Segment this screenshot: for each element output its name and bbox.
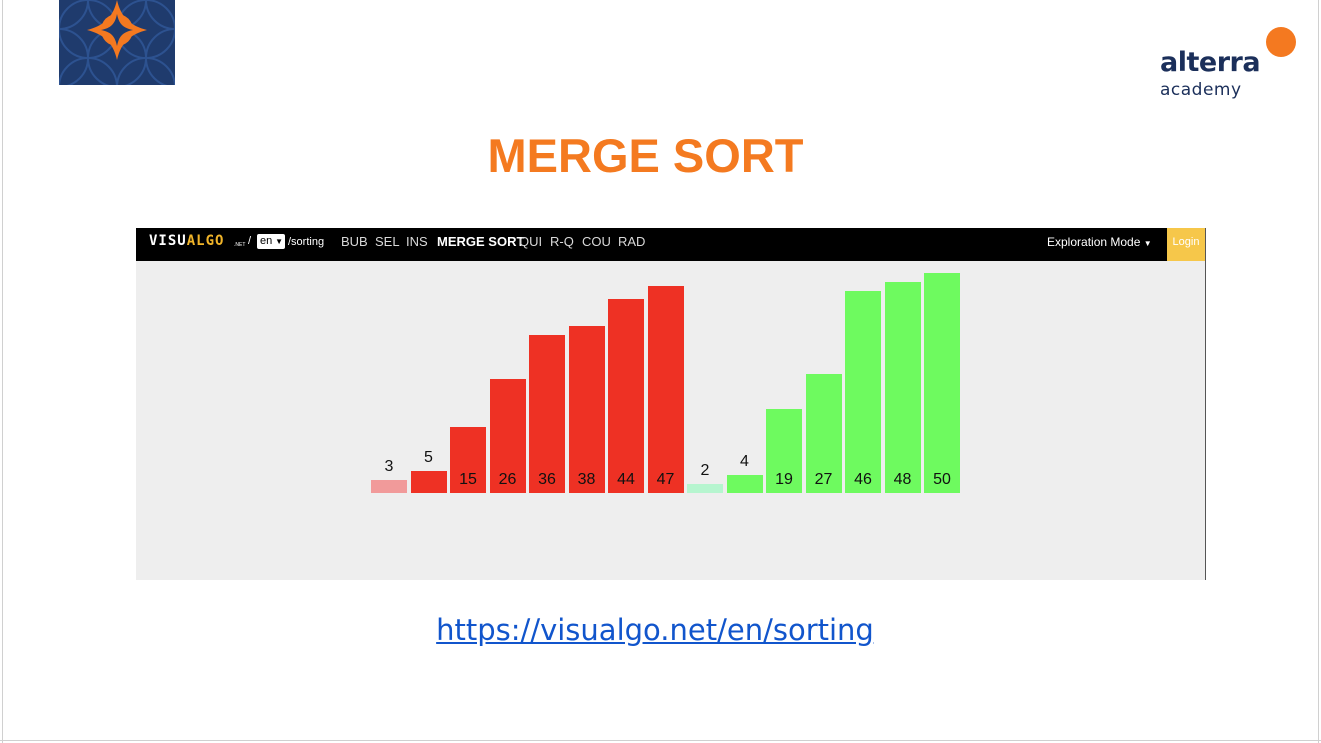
brand-visu: VISU	[149, 233, 187, 249]
bar-value-label: 38	[577, 471, 596, 488]
brand-net: .NET	[234, 242, 246, 248]
brand-slash: /	[248, 235, 252, 247]
nav-item-cou[interactable]: COU	[582, 234, 611, 249]
logo-subword: academy	[1160, 80, 1242, 100]
sort-bar	[726, 475, 763, 493]
sort-bar	[489, 378, 526, 493]
brand-algo: ALGO	[186, 233, 225, 249]
nav-item-sel[interactable]: SEL	[375, 234, 400, 249]
language-select[interactable]: en ▼	[257, 234, 285, 249]
nav-item-ins[interactable]: INS	[406, 234, 428, 249]
mode-label: Exploration Mode	[1047, 235, 1141, 249]
nav-item-r-q[interactable]: R-Q	[550, 234, 574, 249]
sort-bar	[845, 290, 881, 493]
slide-title: MERGE SORT	[487, 129, 804, 182]
nav-item-bub[interactable]: BUB	[341, 234, 368, 249]
sort-bar	[884, 281, 921, 493]
nav-item-merge-sort[interactable]: MERGE SORT	[437, 234, 525, 249]
chevron-down-icon: ▼	[275, 237, 283, 246]
bar-value-label: 46	[854, 471, 872, 488]
bar-value-label: 44	[617, 471, 635, 488]
visualgo-navbar: VISUALGO .NET / en ▼ /sorting BUB SEL INS ME…	[136, 228, 1205, 261]
bar-value-label: 26	[498, 471, 517, 488]
bar-value-label: 27	[814, 471, 833, 488]
slide-border	[2, 0, 3, 743]
bar-value-label: 15	[459, 471, 477, 488]
sort-bar	[410, 471, 447, 493]
sort-bar	[805, 374, 842, 493]
exploration-mode-dropdown[interactable]: Exploration Mode ▼	[1047, 235, 1152, 249]
visualgo-link[interactable]: https://visualgo.net/en/sorting	[436, 613, 874, 647]
alterra-logo: alterra academy	[1155, 25, 1305, 105]
bar-value-label: 4	[740, 453, 749, 471]
slide-border	[0, 740, 1321, 741]
bar-value-label: 47	[656, 471, 675, 488]
logo-dot-icon	[1266, 27, 1296, 57]
language-value: en	[260, 235, 273, 247]
bar-value-label: 3	[384, 457, 394, 475]
visualgo-screenshot: VISUALGO .NET / en ▼ /sorting BUB SEL INS ME…	[136, 228, 1206, 580]
bar-value-label: 19	[775, 471, 793, 488]
sort-bar	[924, 273, 960, 493]
sort-bar	[608, 299, 644, 493]
pattern-logo	[59, 0, 175, 85]
login-button[interactable]: Login	[1167, 228, 1205, 261]
chevron-down-icon: ▼	[1143, 239, 1152, 248]
visualgo-brand[interactable]: VISUALGO	[149, 233, 224, 249]
sort-bar	[450, 427, 486, 493]
sort-bar	[687, 484, 723, 493]
bar-value-label: 36	[538, 471, 556, 488]
sort-bar	[647, 286, 684, 493]
sort-bar	[568, 325, 605, 493]
nav-item-rad[interactable]: RAD	[618, 234, 646, 249]
logo-word: alterra	[1160, 47, 1261, 78]
nav-item-qui[interactable]: QUI	[519, 234, 543, 249]
breadcrumb-path: /sorting	[288, 236, 325, 248]
sort-bar	[371, 479, 407, 493]
bar-value-label: 50	[933, 471, 951, 488]
slide-border	[1318, 0, 1319, 743]
bar-value-label: 48	[893, 471, 912, 488]
sort-bar	[529, 334, 565, 493]
sort-bar	[766, 409, 802, 493]
pattern-logo-icon	[59, 0, 175, 85]
bar-value-label: 5	[424, 449, 433, 466]
bar-value-label: 2	[700, 462, 710, 480]
